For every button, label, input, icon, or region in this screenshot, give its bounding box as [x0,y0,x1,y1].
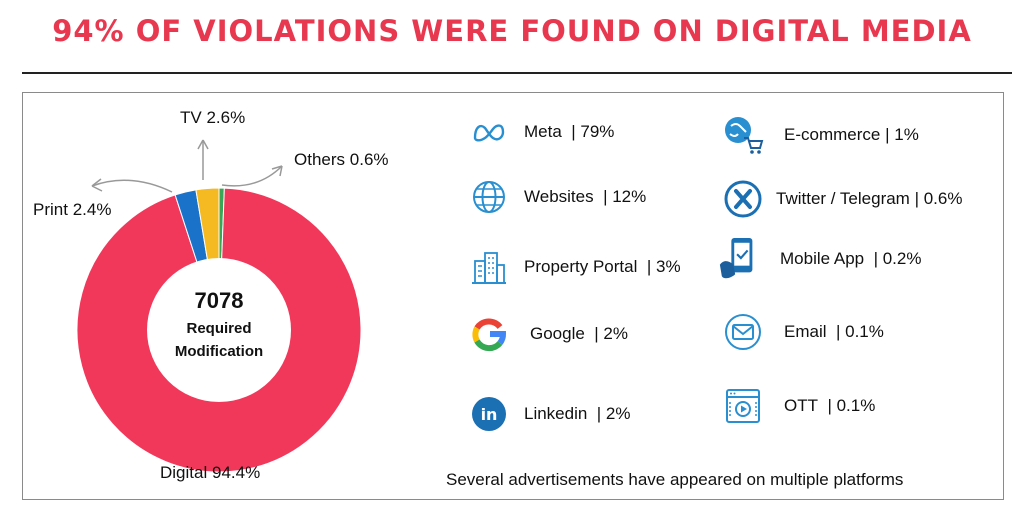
content-panel [22,92,1004,500]
others-leader-arrow [221,165,283,187]
slice-label-others: Others 0.6% [294,150,389,169]
shopping-cart-icon [722,114,764,156]
platform-label: E-commerce | 1% [784,125,919,144]
print-arrowhead [91,178,103,192]
platform-label: Websites | 12% [524,187,647,206]
linkedin-icon: in [468,393,510,435]
globe-icon [468,176,510,218]
platform-label: OTT | 0.1% [784,396,876,415]
platform-label: Google | 2% [530,324,628,343]
center-label-line1: Required [186,320,252,337]
footnote: Several advertisements have appeared on … [446,470,904,489]
platform-ott: OTT | 0.1% [722,385,875,427]
email-icon [722,311,764,353]
donut-hole [147,258,291,402]
platform-label: Property Portal | 3% [524,257,681,276]
platform-linkedin: in Linkedin | 2% [468,393,631,435]
page-title: 94% OF VIOLATIONS WERE FOUND ON DIGITAL … [52,14,972,48]
platform-label: Twitter / Telegram | 0.6% [776,189,963,208]
platform-meta: Meta | 79% [468,111,614,153]
platform-websites: Websites | 12% [468,176,646,218]
platform-mobile-app: Mobile App | 0.2% [718,238,921,280]
platform-property-portal: Property Portal | 3% [468,246,681,288]
platform-label: Linkedin | 2% [524,404,631,423]
google-icon [468,313,510,355]
building-icon [468,246,510,288]
mobile-icon [718,238,760,280]
slice-label-tv: TV 2.6% [180,108,246,127]
slice-label-digital: Digital 94.4% [160,463,261,482]
meta-icon [468,111,510,153]
slice-label-print: Print 2.4% [33,200,112,219]
print-leader-arrow [91,179,173,193]
others-arrowhead [271,165,283,177]
title-divider [22,72,1012,74]
center-count: 7078 [194,288,244,313]
twitter-icon [722,178,764,220]
platform-twitter-telegram: Twitter / Telegram | 0.6% [722,178,962,220]
tv-arrowhead [197,139,209,150]
center-label-line2: Modification [174,343,264,360]
ott-icon [722,385,764,427]
svg-text:in: in [481,405,498,424]
platform-google: Google | 2% [468,313,628,355]
platform-label: Mobile App | 0.2% [780,249,922,268]
platform-label: Email | 0.1% [784,322,884,341]
platform-e-commerce: E-commerce | 1% [722,114,919,156]
platform-label: Meta | 79% [524,122,615,141]
platform-email: Email | 0.1% [722,311,884,353]
